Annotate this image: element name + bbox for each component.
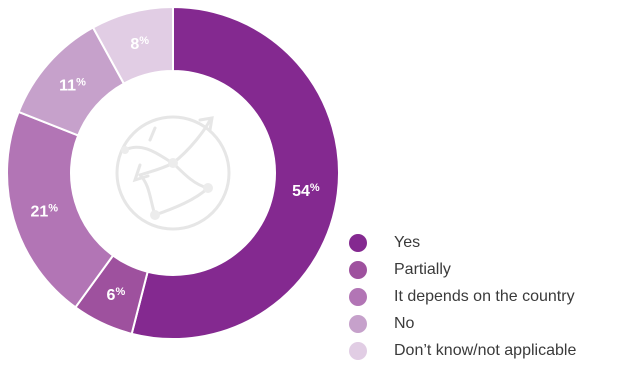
donut-slices [6, 5, 340, 340]
legend-swatch [349, 287, 367, 306]
donut-slice-yes [130, 5, 340, 340]
legend-swatch [349, 314, 367, 333]
value-label-yes: 54% [292, 182, 320, 200]
legend-item-partially: Partially [349, 256, 576, 283]
legend-label: No [394, 314, 415, 332]
donut-value-labels: 54% 6% 21% 11% 8% [31, 35, 320, 304]
legend: Yes Partially It depends on the country … [349, 229, 576, 364]
value-label-dont-know: 8% [130, 35, 149, 53]
legend-swatch [349, 260, 367, 279]
legend-label: Partially [394, 260, 451, 278]
legend-label: Don’t know/not applicable [394, 341, 577, 359]
legend-swatch [349, 341, 367, 360]
legend-label: It depends on the country [394, 287, 575, 305]
value-label-partially: 6% [107, 286, 126, 304]
legend-swatch [349, 233, 367, 252]
value-label-no: 11% [59, 76, 86, 94]
legend-item-dont-know: Don’t know/not applicable [349, 337, 576, 364]
legend-item-no: No [349, 310, 576, 337]
donut-slice-dont-know [91, 5, 174, 85]
legend-item-yes: Yes [349, 229, 576, 256]
value-label-depends: 21% [31, 202, 59, 220]
globe-network-icon [115, 115, 231, 231]
donut-slice-depends [6, 110, 115, 309]
legend-item-depends: It depends on the country [349, 283, 576, 310]
legend-label: Yes [394, 233, 421, 251]
